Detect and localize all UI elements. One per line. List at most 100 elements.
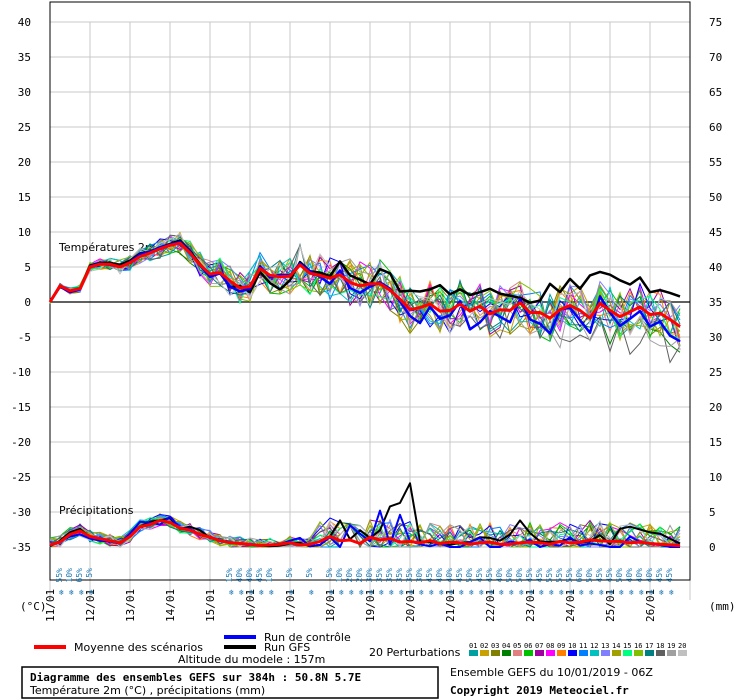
precip-probability: 55% [545,568,554,583]
perturbation-swatch [513,650,522,656]
x-tick-label: 26/01 [644,589,657,622]
snowflake-icon: ❄ [439,588,444,597]
perturbation-swatch [568,650,577,656]
right-tick-label: 20 [709,401,722,414]
title-box [21,666,439,699]
perturbation-id: 17 [645,642,653,650]
perturbation-temp-line [49,234,681,364]
precip-probability: 40% [625,568,634,583]
precip-probability: 15% [225,568,234,583]
right-tick-label: 70 [709,51,722,64]
perturbation-swatch [590,650,599,656]
snowflake-icon: ❄ [59,588,64,597]
right-tick-label: 10 [709,471,722,484]
precip-probability: 45% [425,568,434,583]
chart-subtitle: Température 2m (°C) , précipitations (mm… [29,684,265,697]
right-tick-label: 50 [709,191,722,204]
precip-probability: 35% [375,568,384,583]
copyright: Copyright 2019 Meteociel.fr [450,684,629,697]
legend-mean-label: Moyenne des scénarios [74,641,203,654]
perturbation-swatch [656,650,665,656]
snowflake-icon: ❄ [529,588,534,597]
snowflake-icon: ❄ [619,588,624,597]
perturbation-swatch [579,650,588,656]
precip-probability: 35% [405,568,414,583]
perturbation-id: 12 [590,642,598,650]
precip-probability: 45% [655,568,664,583]
precip-probability: 45% [485,568,494,583]
x-tick-label: 22/01 [484,589,497,622]
snowflake-icon: ❄ [289,588,294,597]
x-tick-label: 16/01 [244,589,257,622]
precip-probability: 5% [305,568,314,578]
perturbation-color-legend: 01 02 03 04 05 06 07 08 09 10 11 12 13 14 15 16 17 18 19 20 [469,642,687,656]
snowflake-icon: ❄ [249,588,254,597]
perturbation-swatch [535,650,544,656]
left-tick-label: -15 [11,401,31,414]
precip-probability: 45% [605,568,614,583]
x-tick-label: 20/01 [404,589,417,622]
snowflake-icon: ❄ [549,588,554,597]
perturbation-id: 13 [601,642,609,650]
legend-control-label: Run de contrôle [264,631,351,644]
x-tick-label: 15/01 [204,589,217,622]
perturbation-swatch [645,650,654,656]
snowflake-icon: ❄ [329,588,334,597]
precip-probability: 40% [245,568,254,583]
snowflake-icon: ❄ [259,588,264,597]
precip-probability: 45% [255,568,264,583]
perturbation-id: 01 [469,642,477,650]
snowflake-icon: ❄ [239,588,244,597]
left-tick-label: -10 [11,366,31,379]
perturbation-swatch [546,650,555,656]
precip-probability: 50% [505,568,514,583]
x-tick-label: 13/01 [124,589,137,622]
legend-gfs-label: Run GFS [264,641,310,654]
precip-probability: 10% [335,568,344,583]
left-tick-label: 20 [18,156,31,169]
run-info: Ensemble GEFS du 10/01/2019 - 06Z [450,666,653,679]
precip-probability: 65% [75,568,84,583]
perturbation-id: 10 [568,642,576,650]
grid [49,1,691,600]
precip-probability: 40% [235,568,244,583]
snowflake-icon: ❄ [629,588,634,597]
precip-probability: 10% [265,568,274,583]
snowflake-icon: ❄ [459,588,464,597]
snowflake-icon: ❄ [419,588,424,597]
left-tick-label: -5 [18,331,31,344]
x-tick-label: 12/01 [84,589,97,622]
snowflake-icon: ❄ [499,588,504,597]
left-tick-label: -20 [11,436,31,449]
precip-probability: 45% [525,568,534,583]
precip-probability: 50% [585,568,594,583]
snowflake-icon: ❄ [79,588,84,597]
right-tick-label: 30 [709,331,722,344]
perturbation-swatch [623,650,632,656]
left-tick-label: 15 [18,191,31,204]
perturbation-swatch [524,650,533,656]
snowflake-icon: ❄ [559,588,564,597]
precip-probability: 5% [285,568,294,578]
snowflake-icon: ❄ [579,588,584,597]
perturbation-id: 05 [513,642,521,650]
perturbation-swatch [502,650,511,656]
snowflake-icon: ❄ [589,588,594,597]
left-tick-label: 35 [18,51,31,64]
precip-probability: 30% [415,568,424,583]
precip-probability: 40% [635,568,644,583]
perturbation-swatch [557,650,566,656]
snowflake-icon: ❄ [669,588,674,597]
precip-probability: 55% [55,568,64,583]
right-tick-label: 60 [709,121,722,134]
precip-probability: 10% [65,568,74,583]
perturbation-id: 07 [535,642,543,650]
snowflake-icon: ❄ [389,588,394,597]
snowflake-icon: ❄ [599,588,604,597]
snowflake-icon: ❄ [89,588,94,597]
precip-probability: 35% [385,568,394,583]
snowflake-icon: ❄ [69,588,74,597]
perturbation-id: 11 [579,642,587,650]
snowflake-icon: ❄ [349,588,354,597]
